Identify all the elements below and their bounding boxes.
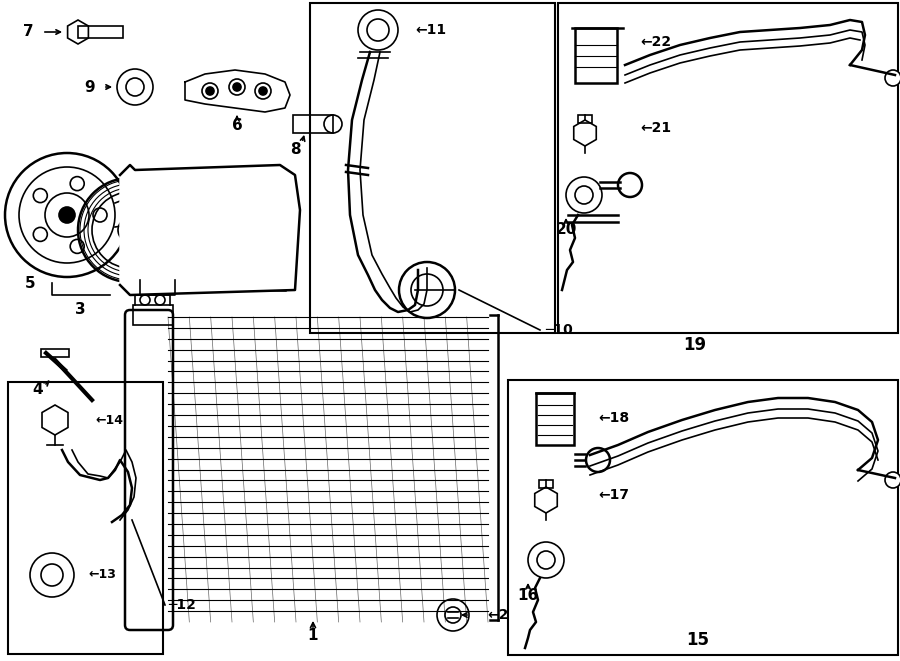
Text: ←14: ←14 xyxy=(95,414,123,426)
Bar xyxy=(175,175,285,290)
Bar xyxy=(310,3,555,333)
Polygon shape xyxy=(120,165,300,295)
Text: 4: 4 xyxy=(32,383,43,397)
Circle shape xyxy=(885,472,900,488)
Bar xyxy=(575,28,617,83)
Text: ─10: ─10 xyxy=(545,323,572,337)
Bar xyxy=(175,175,285,290)
Bar xyxy=(539,480,553,488)
Bar xyxy=(293,115,333,133)
Text: ←22: ←22 xyxy=(640,35,671,49)
Bar xyxy=(8,382,163,654)
Circle shape xyxy=(59,207,75,223)
Text: ←21: ←21 xyxy=(640,121,671,135)
Text: ←18: ←18 xyxy=(598,411,629,425)
Text: 9: 9 xyxy=(85,79,95,95)
Bar xyxy=(536,393,574,445)
Text: ←2: ←2 xyxy=(487,608,508,622)
Bar xyxy=(508,380,898,655)
Circle shape xyxy=(206,87,214,95)
Text: 1: 1 xyxy=(308,627,319,642)
Text: 5: 5 xyxy=(24,276,35,290)
Text: ←17: ←17 xyxy=(598,488,629,502)
Bar xyxy=(133,305,173,325)
Text: 8: 8 xyxy=(290,143,301,157)
Text: 20: 20 xyxy=(555,223,577,237)
Circle shape xyxy=(885,70,900,86)
Text: 15: 15 xyxy=(687,631,709,649)
Circle shape xyxy=(259,87,267,95)
Text: 19: 19 xyxy=(683,336,706,354)
Text: 6: 6 xyxy=(231,118,242,132)
Bar xyxy=(578,115,592,123)
Text: ←13: ←13 xyxy=(88,568,116,582)
Text: ─12: ─12 xyxy=(168,598,196,612)
Text: 16: 16 xyxy=(518,588,538,602)
Bar xyxy=(78,26,123,38)
Text: ←11: ←11 xyxy=(415,23,446,37)
Bar xyxy=(558,3,898,333)
Bar xyxy=(41,349,69,357)
Text: 3: 3 xyxy=(75,303,86,317)
Circle shape xyxy=(233,83,241,91)
Text: 7: 7 xyxy=(22,24,33,40)
